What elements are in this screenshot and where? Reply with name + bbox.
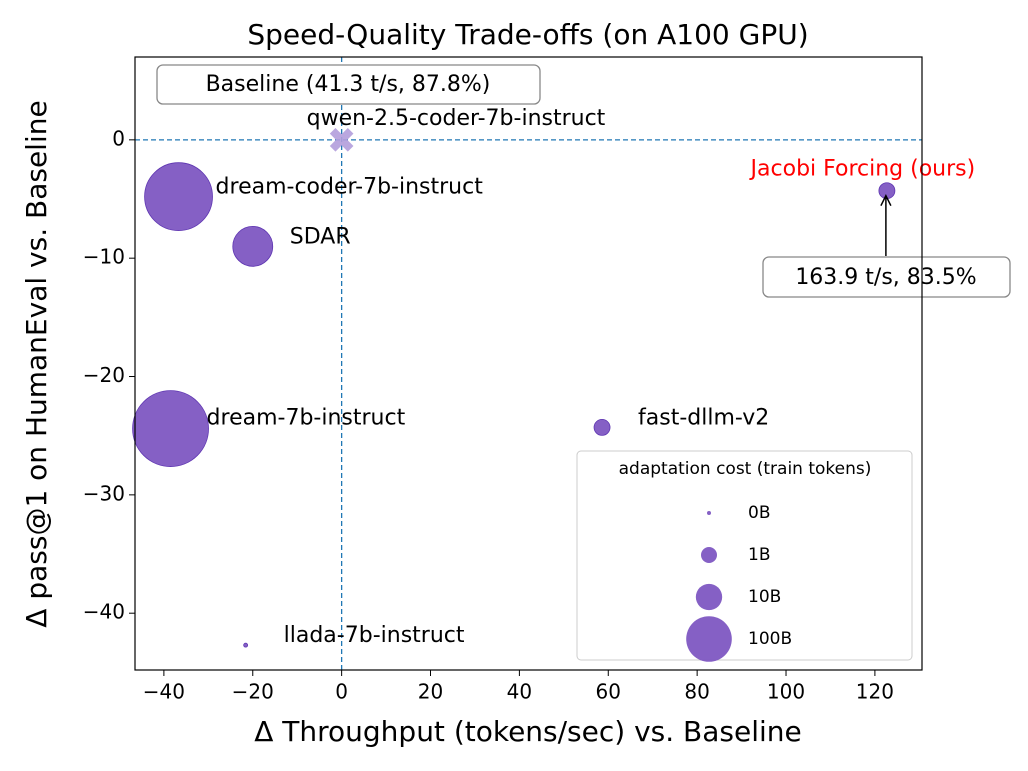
x-tick-label: 100	[767, 680, 805, 704]
legend-label: 10B	[748, 587, 781, 607]
point	[593, 419, 611, 436]
legend-marker	[686, 616, 732, 662]
point-label: SDAR	[290, 224, 351, 249]
y-tick-label: −40	[83, 600, 125, 624]
point-label: llada-7b-instruct	[284, 623, 465, 648]
point	[144, 162, 213, 231]
x-tick-label: 40	[507, 680, 532, 704]
point	[132, 390, 209, 467]
point-label: dream-coder-7b-instruct	[216, 175, 484, 200]
legend-marker	[707, 511, 711, 515]
y-tick-label: −10	[83, 245, 125, 269]
legend-marker	[701, 547, 717, 563]
point-marker	[329, 128, 354, 152]
y-tick-label: −30	[83, 481, 125, 505]
point-label: Jacobi Forcing (ours)	[749, 157, 976, 182]
chart-title: Speed-Quality Trade-offs (on A100 GPU)	[247, 18, 808, 51]
x-tick-label: 0	[335, 680, 348, 704]
plot-frame	[134, 56, 923, 671]
point-label: fast-dllm-v2	[638, 405, 769, 430]
annotation: 163.9 t/s, 83.5%	[795, 265, 976, 290]
annotation-arrowhead	[880, 194, 892, 207]
x-tick-label: 120	[856, 680, 894, 704]
point	[243, 642, 249, 648]
x-tick-label: 60	[596, 680, 621, 704]
legend-box	[576, 450, 913, 661]
x-tick-label: −20	[232, 680, 274, 704]
legend-title: adaptation cost (train tokens)	[619, 459, 872, 479]
annotation: Baseline (41.3 t/s, 87.8%)	[206, 72, 491, 97]
point-label: dream-7b-instruct	[207, 406, 406, 431]
annotation-box	[762, 256, 1011, 298]
legend-label: 100B	[748, 629, 792, 649]
x-axis-label: Δ Throughput (tokens/sec) vs. Baseline	[254, 715, 802, 748]
point-label: qwen-2.5-coder-7b-instruct	[307, 106, 606, 131]
x-tick-label: −40	[143, 680, 185, 704]
annotation-box	[156, 64, 541, 105]
legend-label: 1B	[748, 545, 770, 565]
y-axis-label: Δ pass@1 on HumanEval vs. Baseline	[20, 100, 53, 627]
y-tick-label: −20	[83, 363, 125, 387]
y-tick-label: 0	[112, 126, 125, 150]
legend-marker	[695, 583, 723, 611]
x-tick-label: 20	[418, 680, 443, 704]
point	[232, 225, 274, 267]
x-tick-label: 80	[684, 680, 709, 704]
legend-label: 0B	[748, 503, 770, 523]
